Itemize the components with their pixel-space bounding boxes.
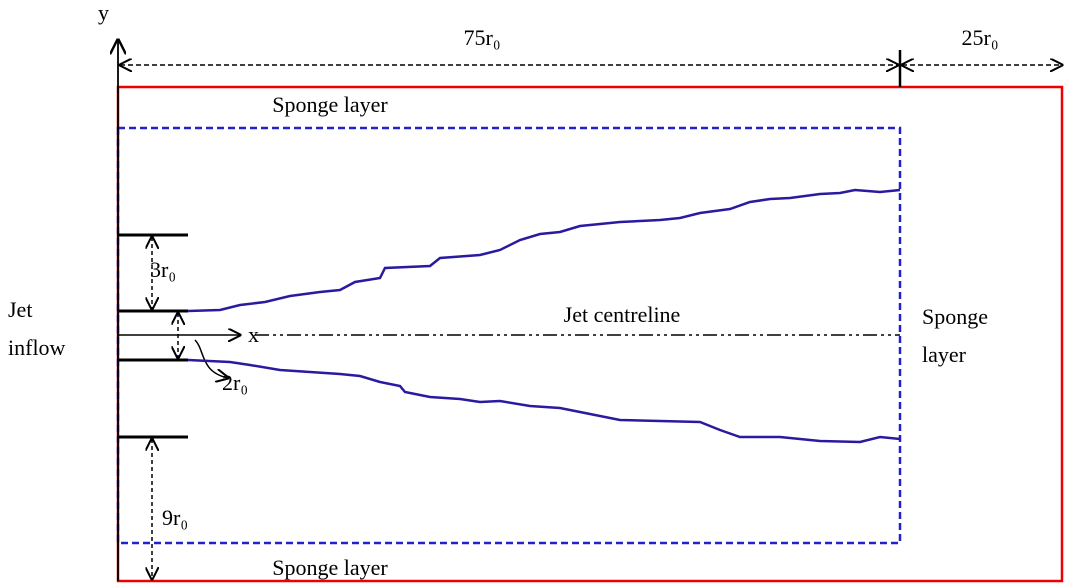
- shear-layer-lower: [187, 358, 901, 444]
- sponge-label: Sponge layer: [272, 92, 388, 117]
- shear-layer-upper: [187, 188, 901, 313]
- dim-label: 25r₀: [962, 25, 999, 50]
- x-label: x: [248, 322, 259, 347]
- dim-label: 3r₀: [150, 257, 176, 282]
- dim-label: 75r₀: [464, 25, 501, 50]
- centreline-label: Jet centreline: [564, 302, 681, 327]
- sponge-label: Sponge layer: [272, 555, 388, 580]
- physical-domain: [116, 126, 902, 545]
- inflow-label: inflow: [8, 335, 66, 360]
- sponge-label: layer: [922, 342, 967, 367]
- dim-label: 2r₀: [222, 370, 248, 395]
- sponge-label: Sponge: [922, 304, 988, 329]
- nozzle-lines: [118, 233, 188, 439]
- dim-label: 9r₀: [162, 505, 188, 530]
- inflow-label: Jet: [8, 297, 32, 322]
- y-label: y: [98, 0, 109, 25]
- outer-domain: [116, 85, 1064, 583]
